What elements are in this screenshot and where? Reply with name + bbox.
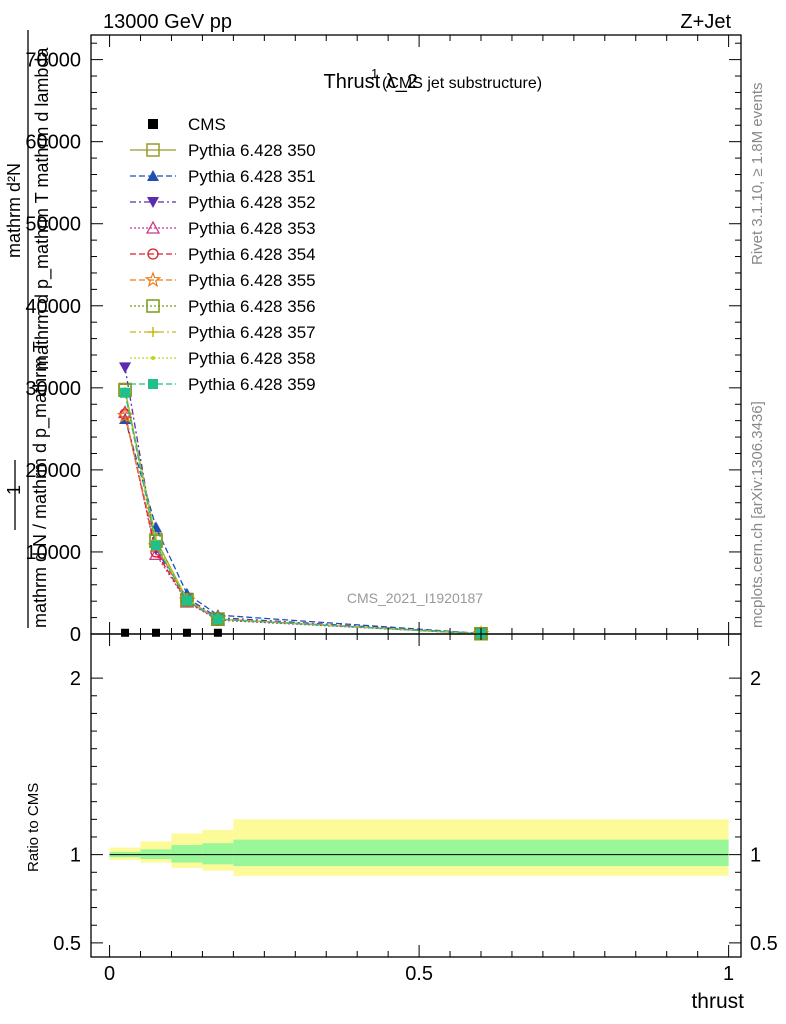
data-point	[145, 220, 161, 234]
data-point	[147, 248, 159, 260]
ratio-y-tick-label-right: 1	[750, 845, 761, 867]
data-point	[147, 197, 159, 208]
data-point	[148, 327, 158, 337]
data-point	[147, 170, 159, 181]
legend-label: Pythia 6.428 353	[188, 219, 316, 238]
data-point	[120, 387, 131, 398]
legend-label: Pythia 6.428 359	[188, 375, 316, 394]
data-point	[148, 547, 164, 561]
data-point	[181, 595, 192, 606]
ratio-y-ticks: 0.5 0.5 1 1 2 2	[53, 668, 778, 955]
data-point	[180, 593, 194, 607]
main-title: Thrust λ_2 1 (CMS jet substructure)	[324, 66, 543, 93]
ratio-y-tick-label-right: 0.5	[750, 933, 778, 955]
data-point	[148, 379, 158, 389]
y-tick-label: 70000	[25, 50, 81, 72]
data-point	[121, 628, 130, 637]
y-label-mid: mathrm d p_mathrm T mathrm d lambda	[32, 47, 53, 370]
ratio-panel: 0.5 0.51 12 2 0 0.5 1 Ratio to CMS thrust	[25, 35, 778, 1013]
data-point	[152, 628, 160, 637]
legend-label: Pythia 6.428 358	[188, 349, 316, 368]
ratio-y-axis-label: Ratio to CMS	[25, 783, 42, 872]
legend-label: Pythia 6.428 355	[188, 271, 316, 290]
data-point	[116, 406, 134, 423]
data-point	[119, 362, 132, 374]
watermark-label: CMS_2021_I1920187	[347, 590, 483, 606]
data-point	[144, 271, 162, 288]
data-point	[151, 356, 155, 360]
main-y-ticks: 0 10000 20000 30000 40000 50000 60000 70000	[25, 42, 741, 646]
main-series-group	[116, 362, 490, 641]
ratio-frame	[90, 633, 742, 958]
data-point	[146, 143, 160, 157]
mcplots-label: mcplots.cern.ch [arXiv:1306.3436]	[749, 401, 766, 628]
y-label-numerator: mathrm d²N	[4, 163, 24, 258]
y-tick-label: 20000	[25, 460, 81, 482]
legend-label: Pythia 6.428 352	[188, 193, 316, 212]
legend: CMS Pythia 6.428 350 Pythia 6.428 351 Pythi…	[130, 115, 316, 394]
x-tick-label: 0	[104, 963, 115, 985]
y-tick-label: 10000	[25, 542, 81, 564]
x-tick-label: 1	[723, 963, 734, 985]
legend-label: Pythia 6.428 356	[188, 297, 316, 316]
x-tick-label: 0.5	[405, 963, 433, 985]
ratio-y-tick-label: 2	[70, 668, 81, 690]
title-subtitle: (CMS jet substructure)	[382, 75, 542, 92]
ratio-x-ticks: 0 0.5 1	[104, 35, 734, 985]
header-left-label: 13000 GeV pp	[103, 11, 232, 33]
data-point	[213, 628, 222, 637]
x-axis-label: thrust	[691, 990, 744, 1013]
title-text: Thrust λ_2	[324, 71, 418, 93]
y-label-one: 1	[4, 485, 24, 495]
ratio-band-inner	[233, 839, 729, 867]
ratio-axes	[90, 633, 742, 958]
data-point	[182, 628, 191, 637]
data-point	[146, 299, 160, 313]
y-tick-label: 50000	[25, 214, 81, 236]
data-point	[151, 540, 161, 551]
y-tick-label: 30000	[25, 378, 81, 400]
legend-label: Pythia 6.428 350	[188, 141, 316, 160]
ratio-bands	[109, 819, 729, 876]
ratio-band-inner	[171, 844, 203, 863]
legend-label: Pythia 6.428 357	[188, 323, 316, 342]
cms-data-points	[121, 628, 222, 637]
y-label-denominator: mathrm d N / mathrm d p_mathrm T	[30, 341, 51, 628]
ratio-band-inner	[202, 843, 234, 865]
y-tick-label: 0	[70, 624, 81, 646]
main-y-axis-label: mathrm d²N mathrm d p_mathrm T mathrm d …	[4, 30, 53, 628]
header-right-label: Z+Jet	[680, 11, 731, 33]
ratio-y-tick-label: 1	[70, 845, 81, 867]
svg-text:Thrust λ_2: Thrust λ_2	[324, 71, 418, 93]
title-superscript: 1	[371, 66, 378, 81]
data-point	[148, 119, 158, 129]
series-markers-5	[116, 406, 490, 641]
data-point	[212, 614, 223, 625]
legend-label: Pythia 6.428 351	[188, 167, 316, 186]
y-tick-label: 40000	[25, 296, 81, 318]
ratio-y-tick-label-right: 2	[750, 668, 761, 690]
legend-label: Pythia 6.428 354	[188, 245, 316, 264]
legend-label-cms: CMS	[188, 115, 226, 134]
y-tick-label: 60000	[25, 132, 81, 154]
rivet-version-label: Rivet 3.1.10, ≥ 1.8M events	[749, 83, 766, 266]
ratio-y-tick-label: 0.5	[53, 933, 81, 955]
main-panel: 0 10000 20000 30000 40000 50000 60000 70000 CMS…	[4, 30, 742, 646]
